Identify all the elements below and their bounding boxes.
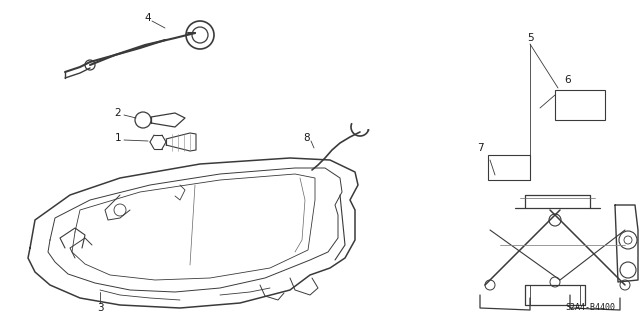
- Text: 5: 5: [527, 33, 533, 43]
- Text: 4: 4: [145, 13, 151, 23]
- Text: 1: 1: [115, 133, 122, 143]
- Text: 7: 7: [477, 143, 483, 153]
- Text: 2: 2: [115, 108, 122, 118]
- Text: 6: 6: [564, 75, 572, 85]
- Text: S2A4-B4400: S2A4-B4400: [565, 303, 615, 313]
- Text: 8: 8: [304, 133, 310, 143]
- Text: 3: 3: [97, 303, 103, 313]
